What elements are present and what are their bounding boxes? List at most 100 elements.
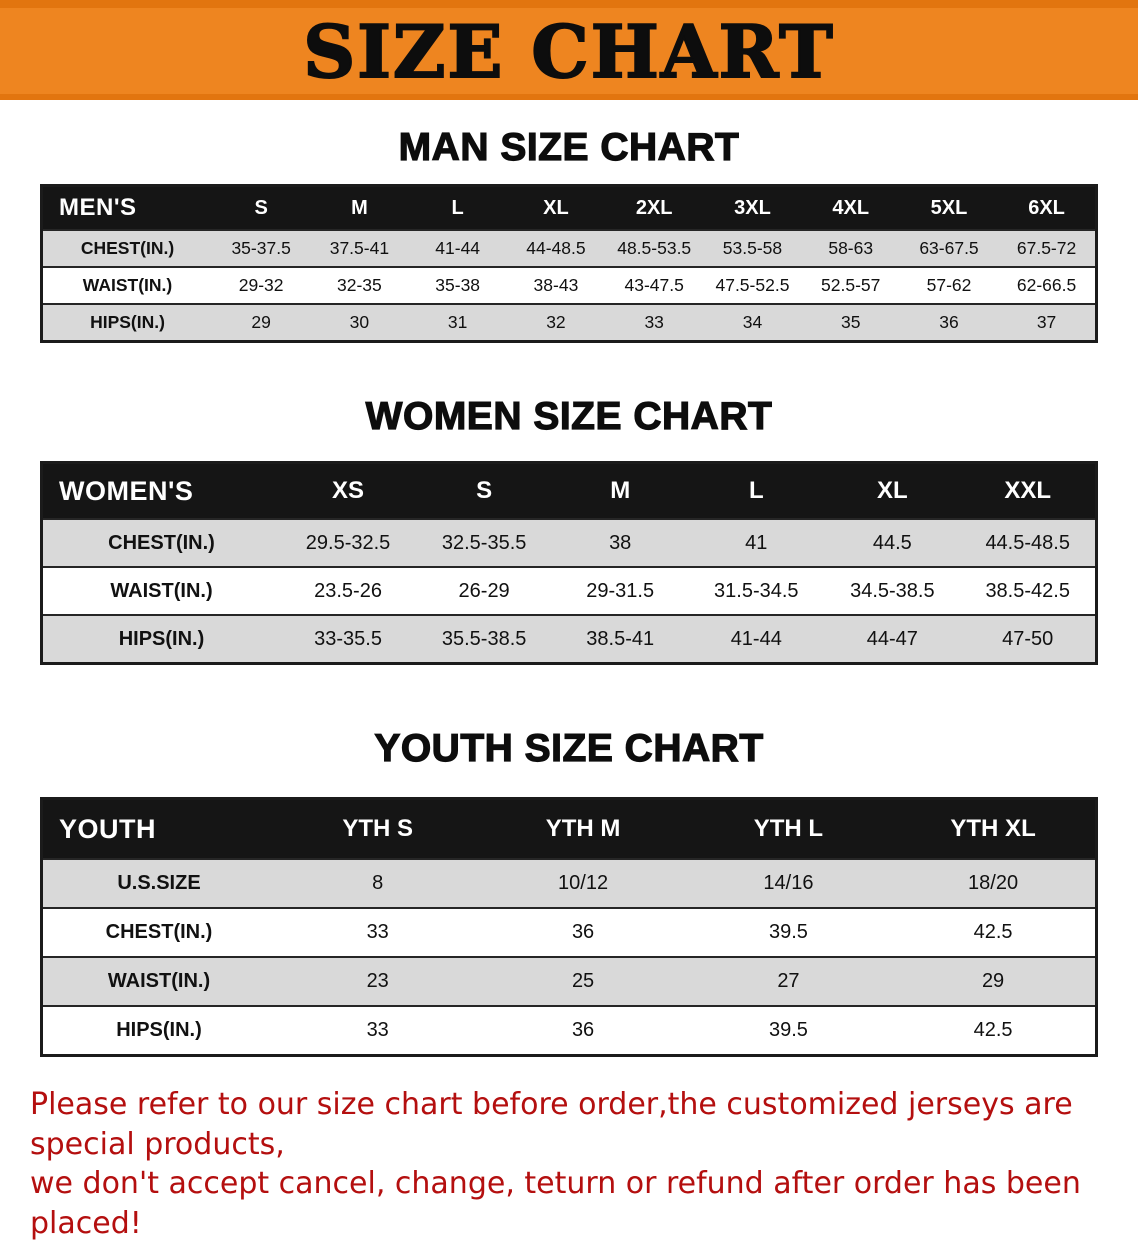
row-label: HIPS(IN.)	[118, 627, 205, 650]
column-header: L	[408, 185, 507, 230]
column-header: S	[416, 462, 553, 519]
footer-notice: Please refer to our size chart before or…	[30, 1085, 1104, 1243]
table-cell: 33-35.5	[314, 627, 382, 650]
size-table: WOMEN'S XS S M L XL XXL CHEST(IN.) 29.5-32.5 32.5…	[40, 461, 1098, 665]
column-header: XL	[824, 462, 961, 519]
table-cell: 32.5-35.5	[441, 531, 527, 554]
table-cell: 42.5	[973, 921, 1013, 943]
table-row: CHEST(IN.) 33 36 39.5 42.5	[41, 908, 1097, 957]
table-cell: 39.5	[768, 921, 808, 943]
table-cell: 52.5-57	[821, 275, 881, 295]
table-cell: 41-44	[730, 627, 782, 650]
row-label: CHEST(IN.)	[105, 921, 213, 943]
column-header: YTH S	[275, 798, 481, 859]
table-row: HIPS(IN.) 33 36 39.5 42.5	[41, 1006, 1097, 1056]
table-cell: 33	[366, 921, 389, 943]
table-cell: 36	[571, 921, 595, 943]
column-header: 2XL	[605, 185, 704, 230]
row-label: CHEST(IN.)	[108, 531, 215, 554]
column-header: 6XL	[998, 185, 1097, 230]
table-cell: 29.5-32.5	[305, 531, 391, 554]
table-cell: 58-63	[828, 238, 874, 258]
section-youth-size-chart: YOUTH SIZE CHART YOUTH YTH S YTH M YTH L YTH …	[0, 726, 1138, 1057]
table-cell: 53.5-58	[722, 238, 783, 258]
notice-line-2: we don't accept cancel, change, teturn o…	[30, 1166, 1081, 1241]
table-cell: 35-38	[435, 275, 481, 295]
column-header: YTH XL	[891, 798, 1097, 859]
size-chart-sections: MAN SIZE CHART MEN'S S M L XL 2XL 3XL 4XL 5XL 6XL C…	[0, 125, 1138, 1057]
table-row: WAIST(IN.) 23.5-26 26-29 29-31.5 31.5-34.5 34…	[41, 567, 1097, 615]
table-cell: 44-48.5	[526, 238, 586, 258]
section-man-size-chart: MAN SIZE CHART MEN'S S M L XL 2XL 3XL 4XL 5XL 6XL C…	[0, 125, 1138, 343]
table-cell: 8	[372, 872, 384, 894]
size-table: MEN'S S M L XL 2XL 3XL 4XL 5XL 6XL CHEST(IN.) 35-37…	[40, 184, 1098, 343]
column-header: 3XL	[703, 185, 802, 230]
row-label: WAIST(IN.)	[107, 970, 211, 992]
column-header: L	[688, 462, 825, 519]
table-row: CHEST(IN.) 29.5-32.5 32.5-35.5 38 41 44.5 44.5…	[41, 519, 1097, 567]
table-row: U.S.SIZE 8 10/12 14/16 18/20	[41, 859, 1097, 908]
header-row: YOUTH YTH S YTH M YTH L YTH XL	[41, 798, 1097, 859]
table-cell: 32-35	[337, 275, 382, 295]
table-cell: 29	[251, 312, 271, 332]
table-corner-label: MEN'S	[41, 185, 212, 230]
table-cell: 41	[745, 531, 768, 554]
table-cell: 34	[742, 312, 763, 332]
table-cell: 42.5	[973, 1019, 1013, 1041]
table-row: CHEST(IN.) 35-37.5 37.5-41 41-44 44-48.5 48.5…	[41, 230, 1097, 267]
table-cell: 36	[571, 1019, 595, 1041]
table-cell: 30	[349, 312, 370, 332]
table-cell: 35	[840, 312, 861, 332]
table-cell: 37.5-41	[329, 238, 390, 258]
notice-line-1: Please refer to our size chart before or…	[30, 1087, 1073, 1162]
banner: SIZE CHART	[0, 0, 1138, 100]
table-row: WAIST(IN.) 29-32 32-35 35-38 38-43 43-47.5 47.…	[41, 267, 1097, 304]
table-cell: 47.5-52.5	[715, 275, 790, 295]
column-header: M	[310, 185, 409, 230]
page-title: SIZE CHART	[302, 8, 835, 95]
column-header: XS	[280, 462, 417, 519]
table-cell: 38-43	[533, 275, 579, 295]
table-cell: 48.5-53.5	[617, 238, 692, 258]
table-cell: 62-66.5	[1016, 275, 1077, 295]
row-label: U.S.SIZE	[117, 872, 201, 894]
table-cell: 29	[981, 970, 1005, 992]
table-cell: 31.5-34.5	[714, 579, 799, 602]
table-cell: 27	[777, 970, 800, 992]
section-heading: MAN SIZE CHART	[398, 125, 740, 169]
table-cell: 44-47	[866, 627, 918, 650]
table-cell: 29-31.5	[586, 579, 655, 602]
table-cell: 47-50	[1002, 627, 1054, 650]
table-cell: 14/16	[763, 872, 814, 894]
column-header: 4XL	[801, 185, 900, 230]
table-cell: 44.5	[872, 531, 912, 554]
column-header: M	[552, 462, 689, 519]
table-cell: 33	[644, 312, 664, 332]
column-header: XL	[506, 185, 606, 230]
table-cell: 18/20	[968, 872, 1019, 894]
table-cell: 67.5-72	[1016, 238, 1077, 258]
table-cell: 39.5	[768, 1019, 808, 1041]
row-label: HIPS(IN.)	[116, 1019, 202, 1041]
table-cell: 32	[546, 312, 566, 332]
row-label: CHEST(IN.)	[80, 238, 175, 258]
column-header: YTH M	[480, 798, 686, 859]
table-cell: 34.5-38.5	[850, 579, 935, 602]
table-cell: 35-37.5	[231, 238, 291, 258]
table-cell: 25	[571, 970, 595, 992]
table-row: HIPS(IN.) 29 30 31 32 33 34 35 36 37	[41, 304, 1097, 342]
row-label: WAIST(IN.)	[82, 275, 173, 295]
header-row: MEN'S S M L XL 2XL 3XL 4XL 5XL 6XL	[41, 185, 1097, 230]
table-cell: 38	[609, 531, 632, 554]
table-row: HIPS(IN.) 33-35.5 35.5-38.5 38.5-41 41-44 44-…	[41, 615, 1097, 664]
table-cell: 44.5-48.5	[985, 531, 1070, 554]
size-table: YOUTH YTH S YTH M YTH L YTH XL U.S.SIZE 8 10/12…	[40, 797, 1098, 1057]
table-cell: 43-47.5	[624, 275, 684, 295]
header-row: WOMEN'S XS S M L XL XXL	[41, 462, 1097, 519]
table-cell: 38.5-42.5	[985, 579, 1070, 602]
table-cell: 10/12	[558, 872, 609, 894]
section-heading: WOMEN SIZE CHART	[365, 394, 773, 438]
table-corner-label: YOUTH	[41, 798, 275, 859]
row-label: HIPS(IN.)	[90, 312, 165, 332]
